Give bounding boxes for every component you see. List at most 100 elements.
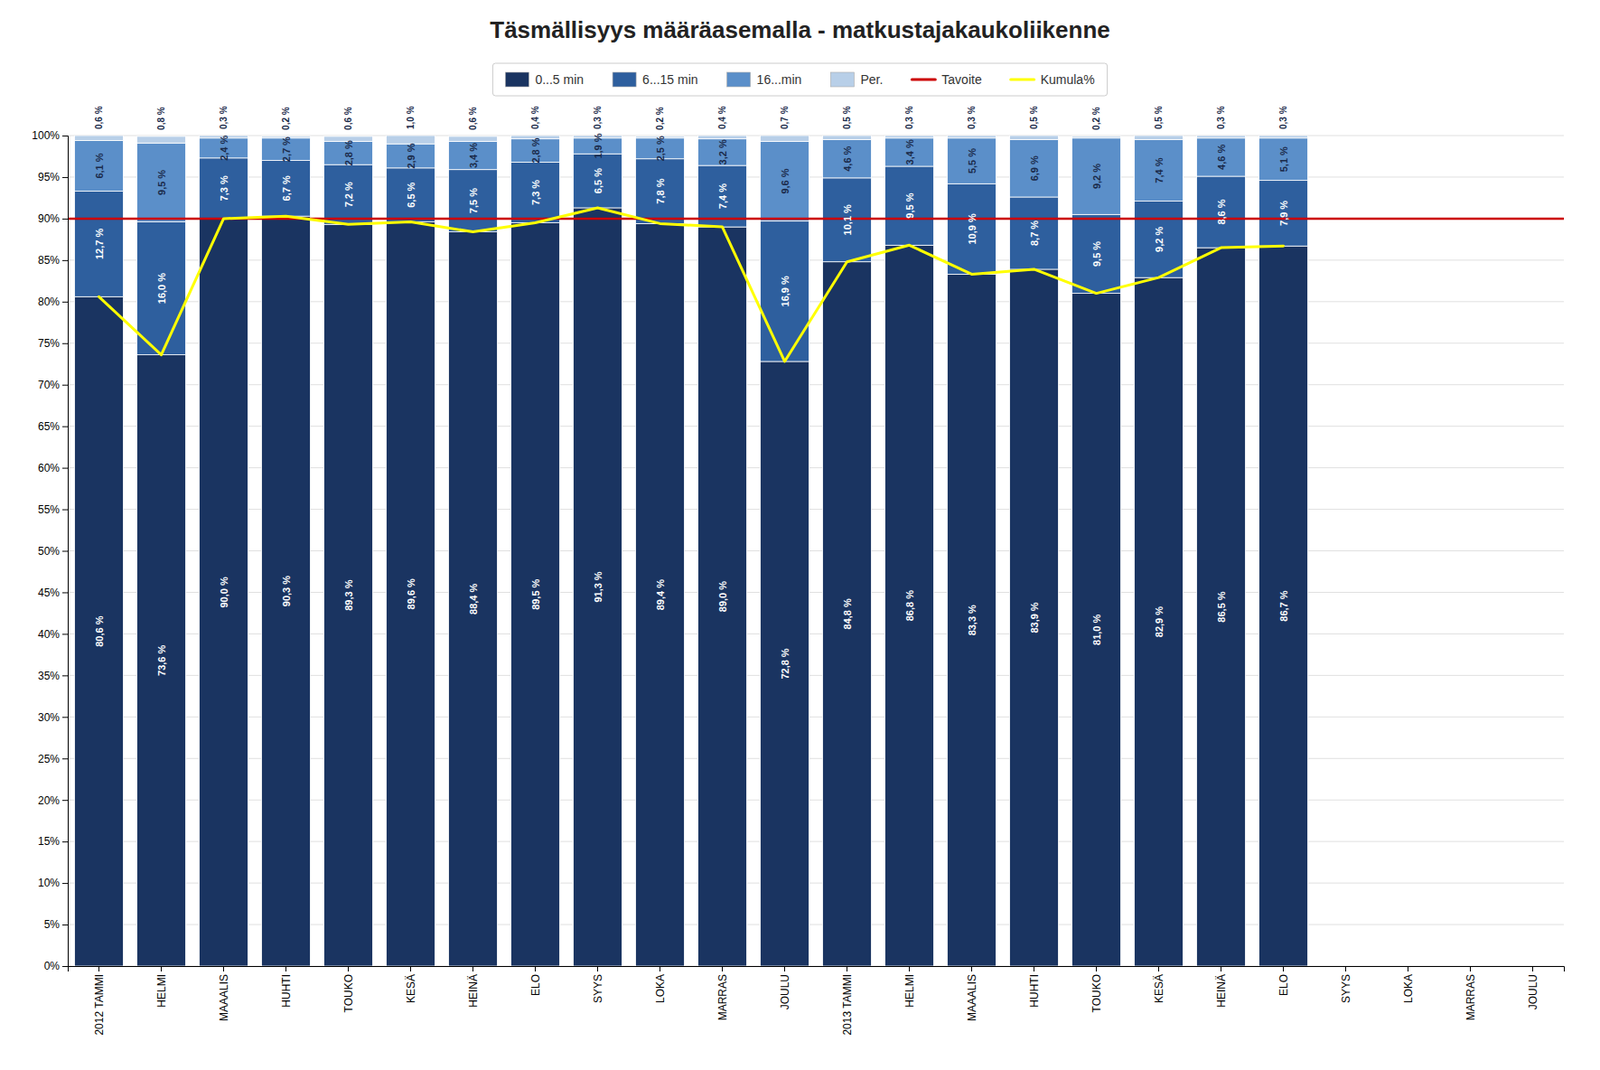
data-label: 6,1 %: [93, 152, 105, 178]
x-tick-label: HEINÄ: [467, 973, 480, 1008]
y-tick: 55%: [37, 503, 68, 516]
data-label: 6,5 %: [405, 181, 417, 207]
x-tick-mark: [1532, 965, 1534, 972]
y-tick-mark: [62, 591, 68, 593]
bar: [1197, 176, 1246, 248]
legend-swatch: [505, 72, 529, 87]
y-tick: 60%: [37, 461, 68, 475]
data-label: 0,8 %: [156, 106, 167, 131]
x-tick: MAAALIS: [217, 965, 231, 1021]
y-tick-label: 0%: [44, 959, 61, 973]
data-label: 9,2 %: [1091, 163, 1103, 189]
data-label: 0,3 %: [904, 105, 915, 130]
bar: [511, 222, 561, 966]
data-label: 72,8 %: [779, 647, 791, 679]
data-label: 2,4 %: [218, 135, 230, 161]
data-label: 1,9 %: [592, 132, 604, 159]
bar: [1197, 247, 1246, 966]
y-tick-label: 10%: [37, 876, 60, 889]
y-tick-mark: [62, 218, 68, 220]
y-tick: 45%: [37, 586, 68, 599]
bar: [1134, 140, 1184, 202]
x-tick: HELMI: [903, 965, 917, 1008]
y-tick-label: 60%: [37, 461, 60, 475]
x-tick-mark: [285, 965, 287, 972]
x-tick-mark: [347, 965, 349, 972]
x-axis: 2012 TAMMIHELMIMAAALISHUHTITOUKOKESÄHEIN…: [68, 965, 1565, 1036]
y-tick-label: 55%: [37, 503, 60, 516]
bar: [1010, 269, 1059, 966]
bar: [947, 183, 997, 274]
data-label: 9,5 %: [156, 169, 168, 196]
y-tick: 35%: [37, 669, 68, 683]
bar: [1508, 965, 1558, 967]
x-tick-label: ELO: [1277, 973, 1291, 996]
bar: [1446, 965, 1496, 967]
x-tick: MARRAS: [716, 965, 730, 1020]
data-label: 0,7 %: [779, 105, 790, 130]
data-label: 12,7 %: [93, 228, 105, 260]
x-tick: LOKA: [654, 965, 667, 1003]
x-tick: HEINÄ: [467, 965, 480, 1008]
bar: [885, 138, 935, 167]
data-label: 0,2 %: [654, 106, 665, 131]
bar-series: [74, 138, 1309, 223]
data-label: 7,5 %: [467, 187, 479, 214]
bar: [823, 261, 872, 966]
legend-label: 16...min: [757, 72, 803, 87]
y-tick: 0%: [44, 959, 68, 973]
bar: [1508, 965, 1558, 967]
data-label: 80,6 %: [93, 615, 105, 646]
y-tick-mark: [62, 177, 68, 178]
x-tick-label: HUHTI: [1028, 973, 1041, 1008]
data-label: 89,3 %: [343, 579, 355, 610]
y-tick-label: 30%: [37, 711, 60, 724]
x-tick-mark: [472, 965, 474, 972]
bar: [760, 140, 810, 221]
data-label: 2,7 %: [280, 136, 292, 162]
y-tick-mark: [62, 301, 68, 303]
data-label: 4,6 %: [1216, 144, 1227, 170]
data-label: 4,6 %: [842, 145, 853, 171]
data-label: 0,3 %: [218, 105, 229, 130]
legend-swatch: [830, 72, 854, 87]
x-tick: 2013 TAMMI: [841, 965, 854, 1036]
data-label: 0,3 %: [1216, 105, 1226, 130]
bar: [885, 244, 935, 966]
x-tick: ELO: [1277, 965, 1291, 996]
bar: [449, 169, 498, 233]
x-tick-mark: [908, 965, 910, 972]
x-tick-mark: [1282, 965, 1284, 972]
y-tick-label: 20%: [37, 794, 60, 807]
data-label: 6,5 %: [592, 168, 604, 194]
data-label: 9,5 %: [904, 192, 916, 218]
data-label: 83,9 %: [1029, 601, 1040, 633]
data-label: 81,0 %: [1091, 613, 1103, 645]
bar: [449, 232, 498, 966]
x-tick: LOKA: [1402, 965, 1415, 1003]
x-tick-label: HELMI: [903, 973, 917, 1008]
x-tick: SYYS: [591, 965, 605, 1003]
bar: [74, 296, 124, 966]
x-tick-mark: [659, 965, 661, 972]
x-tick-mark: [1345, 965, 1347, 972]
bar: [823, 177, 872, 262]
y-tick-label: 35%: [37, 669, 60, 683]
data-label: 73,6 %: [156, 644, 168, 675]
x-tick: KESÄ: [404, 965, 418, 1003]
y-tick: 10%: [37, 876, 68, 889]
x-tick: 2012 TAMMI: [93, 965, 106, 1036]
y-tick-mark: [62, 965, 68, 967]
data-label: 7,4 %: [1153, 157, 1165, 183]
bar: [74, 191, 124, 298]
data-label: 89,6 %: [405, 578, 417, 609]
y-tick-label: 85%: [37, 253, 60, 267]
y-tick-label: 25%: [37, 752, 60, 766]
y-tick-label: 65%: [37, 420, 60, 433]
x-tick-label: ELO: [529, 973, 543, 996]
data-label: 9,6 %: [779, 168, 791, 194]
y-tick-label: 70%: [37, 378, 60, 392]
bar: [885, 166, 935, 245]
data-label: 83,3 %: [966, 604, 978, 636]
y-tick: 90%: [37, 212, 68, 225]
